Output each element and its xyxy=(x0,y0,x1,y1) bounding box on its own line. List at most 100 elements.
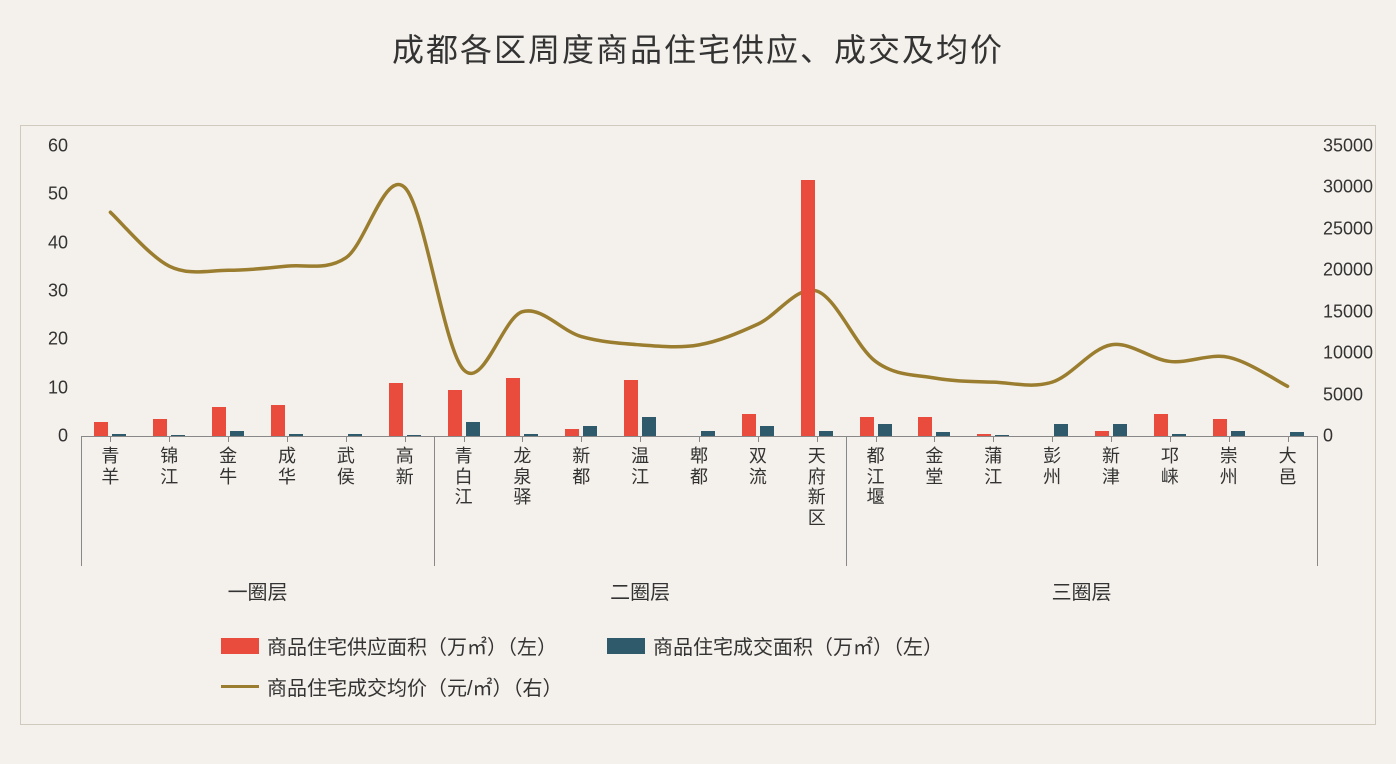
bar-supply xyxy=(1154,414,1168,436)
category-label: 郫都 xyxy=(689,446,709,487)
bar-trans xyxy=(760,426,774,436)
category-label: 温江 xyxy=(630,446,650,487)
bar-supply xyxy=(448,390,462,436)
x-tick xyxy=(228,436,229,442)
y-right-tick: 20000 xyxy=(1323,260,1373,281)
bar-trans xyxy=(171,435,185,436)
category-label: 邛崃 xyxy=(1160,446,1180,487)
legend-trans-swatch xyxy=(607,638,645,654)
plot-area xyxy=(81,146,1317,436)
x-tick xyxy=(876,436,877,442)
group-label: 三圈层 xyxy=(846,576,1317,605)
category-label: 龙泉驿 xyxy=(512,446,532,508)
legend-trans: 商品住宅成交面积（万㎡）（左） xyxy=(607,631,943,660)
y-left-tick: 30 xyxy=(48,281,68,302)
x-tick xyxy=(405,436,406,442)
bar-supply xyxy=(977,434,991,436)
x-tick xyxy=(993,436,994,442)
bar-trans xyxy=(1231,431,1245,436)
x-tick xyxy=(581,436,582,442)
x-tick xyxy=(522,436,523,442)
category-label: 天府新区 xyxy=(807,446,827,529)
group-divider xyxy=(434,436,435,566)
category-label: 金牛 xyxy=(218,446,238,487)
y-left-tick: 20 xyxy=(48,329,68,350)
chart-title: 成都各区周度商品住宅供应、成交及均价 xyxy=(0,0,1396,71)
bar-supply xyxy=(94,422,108,437)
category-label: 武侯 xyxy=(336,446,356,487)
group-divider xyxy=(81,436,82,566)
y-right-tick: 10000 xyxy=(1323,343,1373,364)
category-label: 金堂 xyxy=(924,446,944,487)
legend-supply-swatch xyxy=(221,638,259,654)
bar-trans xyxy=(112,434,126,436)
bar-trans xyxy=(995,435,1009,436)
bar-trans xyxy=(642,417,656,436)
bar-supply xyxy=(389,383,403,436)
bar-supply xyxy=(565,429,579,436)
bar-trans xyxy=(1054,424,1068,436)
y-left-tick: 10 xyxy=(48,377,68,398)
bar-trans xyxy=(466,422,480,437)
group-divider xyxy=(1317,436,1318,566)
category-label: 青白江 xyxy=(454,446,474,508)
bar-supply xyxy=(153,419,167,436)
category-label: 新都 xyxy=(571,446,591,487)
x-tick xyxy=(287,436,288,442)
x-tick xyxy=(934,436,935,442)
bar-trans xyxy=(1113,424,1127,436)
x-tick xyxy=(699,436,700,442)
legend-supply-label: 商品住宅供应面积（万㎡）（左） xyxy=(267,631,557,660)
y-axis-right: 05000100001500020000250003000035000 xyxy=(1315,146,1375,436)
bar-trans xyxy=(289,434,303,436)
y-right-tick: 5000 xyxy=(1323,384,1363,405)
bar-supply xyxy=(271,405,285,436)
bar-trans xyxy=(524,434,538,436)
bar-supply xyxy=(506,378,520,436)
category-label: 高新 xyxy=(395,446,415,487)
x-tick xyxy=(817,436,818,442)
group-label: 一圈层 xyxy=(81,576,434,605)
bar-supply xyxy=(918,417,932,436)
category-label: 彭州 xyxy=(1042,446,1062,487)
y-right-tick: 35000 xyxy=(1323,136,1373,157)
y-right-tick: 15000 xyxy=(1323,301,1373,322)
x-tick xyxy=(110,436,111,442)
price-line-path xyxy=(110,185,1287,387)
bar-supply xyxy=(1095,431,1109,436)
x-tick xyxy=(1052,436,1053,442)
group-divider xyxy=(846,436,847,566)
x-tick xyxy=(1170,436,1171,442)
legend: 商品住宅供应面积（万㎡）（左） 商品住宅成交面积（万㎡）（左） 商品住宅成交均价… xyxy=(221,631,1121,713)
legend-price: 商品住宅成交均价（元/㎡）（右） xyxy=(221,672,563,701)
y-right-tick: 0 xyxy=(1323,426,1333,447)
bar-supply xyxy=(801,180,815,436)
category-label: 成华 xyxy=(277,446,297,487)
legend-trans-label: 商品住宅成交面积（万㎡）（左） xyxy=(653,631,943,660)
category-label: 锦江 xyxy=(159,446,179,487)
chart-container: 0102030405060 05000100001500020000250003… xyxy=(20,125,1376,725)
bar-trans xyxy=(407,435,421,436)
bar-supply xyxy=(624,380,638,436)
category-label: 蒲江 xyxy=(983,446,1003,487)
bar-supply xyxy=(742,414,756,436)
x-tick xyxy=(1288,436,1289,442)
category-label: 双流 xyxy=(748,446,768,487)
y-left-tick: 40 xyxy=(48,232,68,253)
bar-trans xyxy=(819,431,833,436)
y-left-tick: 50 xyxy=(48,184,68,205)
category-label: 青羊 xyxy=(100,446,120,487)
price-line-layer xyxy=(81,146,1317,436)
bar-supply xyxy=(1213,419,1227,436)
x-tick xyxy=(758,436,759,442)
y-axis-left: 0102030405060 xyxy=(21,146,76,436)
legend-supply: 商品住宅供应面积（万㎡）（左） xyxy=(221,631,557,660)
y-left-tick: 60 xyxy=(48,136,68,157)
legend-price-swatch xyxy=(221,685,259,688)
bar-trans xyxy=(701,431,715,436)
y-right-tick: 25000 xyxy=(1323,218,1373,239)
x-tick xyxy=(1111,436,1112,442)
category-label: 都江堰 xyxy=(866,446,886,508)
bar-trans xyxy=(230,431,244,436)
category-label: 大邑 xyxy=(1278,446,1298,487)
